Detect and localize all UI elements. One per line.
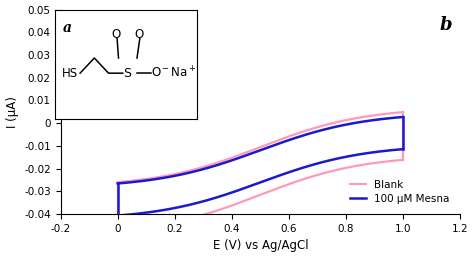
Y-axis label: I (μA): I (μA) [6,96,18,128]
Legend: Blank, 100 μM Mesna: Blank, 100 μM Mesna [345,174,455,209]
Text: HS: HS [62,67,78,80]
Text: b: b [439,16,452,34]
Text: O: O [111,28,121,41]
Text: a: a [63,21,72,35]
Text: O: O [134,28,144,41]
Text: O$^-$Na$^+$: O$^-$Na$^+$ [151,66,197,81]
X-axis label: E (V) vs Ag/AgCl: E (V) vs Ag/AgCl [212,239,308,252]
Text: S: S [123,67,131,80]
